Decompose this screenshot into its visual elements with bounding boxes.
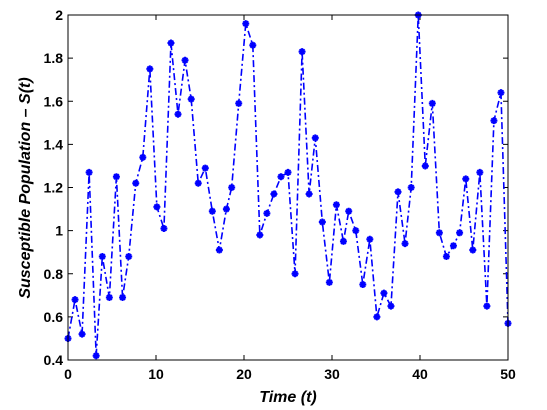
data-point xyxy=(263,209,271,217)
data-point xyxy=(462,175,470,183)
data-point xyxy=(387,302,395,310)
data-point xyxy=(345,207,353,215)
data-point xyxy=(228,184,236,191)
data-point xyxy=(373,313,381,321)
data-point xyxy=(235,99,243,107)
x-tick-label: 20 xyxy=(236,366,252,382)
data-point xyxy=(256,231,264,239)
data-point xyxy=(284,168,292,176)
data-point xyxy=(98,253,106,260)
y-tick-label: 1.6 xyxy=(44,93,64,109)
data-point xyxy=(92,352,100,360)
data-point xyxy=(407,184,415,191)
data-point xyxy=(291,270,299,278)
data-point xyxy=(153,203,161,211)
data-point xyxy=(380,289,388,297)
y-tick-label: 1 xyxy=(55,223,63,239)
data-point xyxy=(339,237,347,245)
data-point xyxy=(298,48,306,56)
data-point xyxy=(187,95,195,103)
data-point xyxy=(105,293,113,301)
data-point xyxy=(119,293,127,301)
data-point xyxy=(139,153,147,161)
data-point xyxy=(208,207,216,215)
data-point xyxy=(167,39,175,47)
data-point xyxy=(421,162,429,170)
data-point xyxy=(215,246,223,254)
data-point xyxy=(78,330,86,338)
data-point xyxy=(125,253,133,260)
y-axis-label: Susceptible Population – S(t) xyxy=(17,77,34,298)
data-point xyxy=(201,164,209,172)
x-tick-label: 0 xyxy=(64,366,72,382)
data-point xyxy=(242,20,250,28)
data-point xyxy=(366,235,374,243)
data-point xyxy=(132,179,140,187)
data-point xyxy=(174,110,182,118)
data-point xyxy=(270,190,278,198)
x-tick-label: 10 xyxy=(148,366,164,382)
data-point xyxy=(181,56,189,64)
data-point xyxy=(305,190,313,198)
data-point xyxy=(442,253,450,260)
x-tick-label: 50 xyxy=(500,366,516,382)
data-point xyxy=(497,89,505,97)
x-axis-label: Time (t) xyxy=(259,389,316,406)
data-point xyxy=(449,242,457,250)
x-tick-label: 40 xyxy=(412,366,428,382)
data-point xyxy=(71,296,79,304)
data-point xyxy=(85,168,93,176)
x-tick-label: 30 xyxy=(324,366,340,382)
data-point xyxy=(311,134,319,142)
y-tick-label: 0.4 xyxy=(44,352,64,368)
data-point xyxy=(249,41,257,49)
data-point xyxy=(469,246,477,254)
data-point xyxy=(359,281,367,289)
data-point xyxy=(325,278,333,286)
data-point xyxy=(352,227,360,235)
data-point xyxy=(483,302,491,310)
data-point xyxy=(222,205,230,213)
data-point xyxy=(401,240,409,248)
data-point xyxy=(112,173,120,181)
data-point xyxy=(160,224,168,232)
y-tick-label: 1.4 xyxy=(44,136,64,152)
data-point xyxy=(332,201,340,209)
data-point xyxy=(476,168,484,176)
data-point xyxy=(435,229,443,237)
data-point xyxy=(277,173,285,181)
y-tick-label: 0.8 xyxy=(44,266,64,282)
plot-frame xyxy=(67,14,509,361)
data-point xyxy=(428,99,436,107)
y-tick-label: 0.6 xyxy=(44,309,64,325)
y-tick-label: 1.8 xyxy=(44,50,64,66)
data-point xyxy=(194,179,202,187)
data-point xyxy=(456,229,464,237)
y-tick-label: 1.2 xyxy=(44,180,64,196)
data-point xyxy=(394,188,402,196)
data-point xyxy=(146,65,154,73)
data-point xyxy=(490,117,498,125)
y-tick-label: 2 xyxy=(55,7,63,23)
data-point xyxy=(318,218,326,226)
